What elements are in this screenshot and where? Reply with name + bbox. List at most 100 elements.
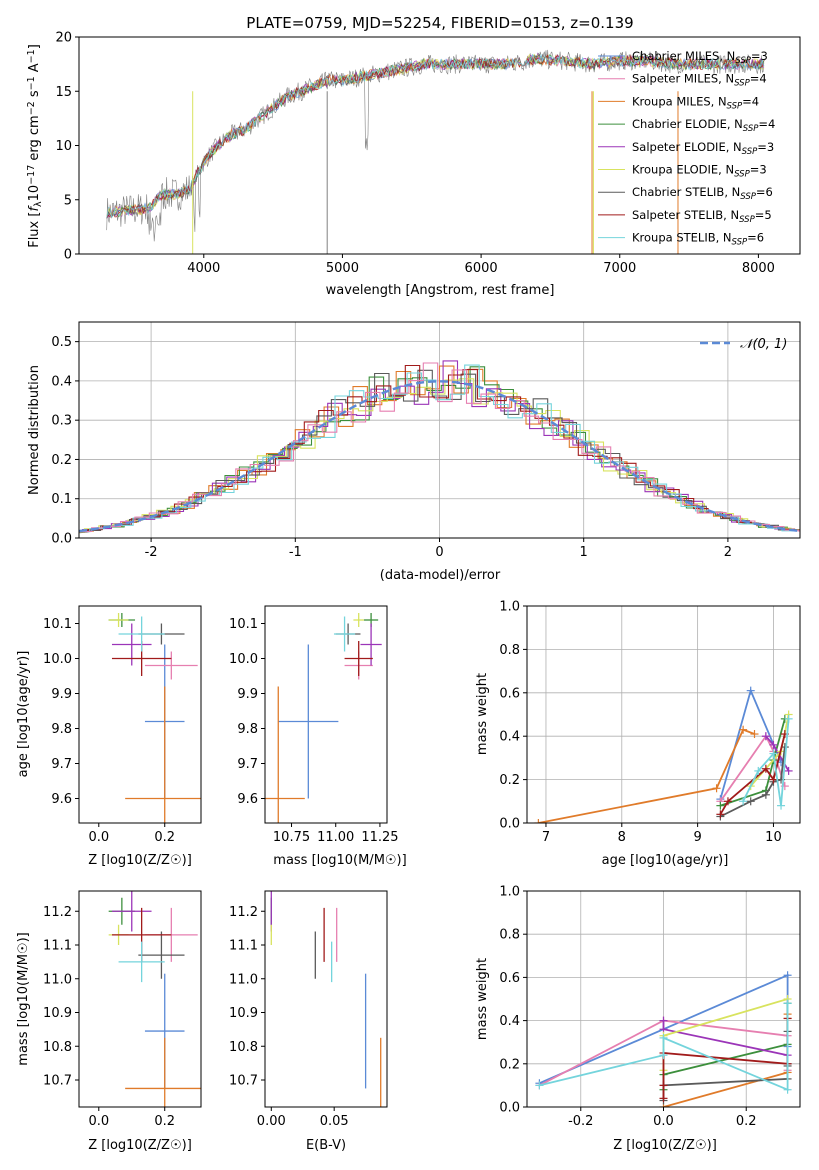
y-tick-label: 0 [64, 248, 72, 263]
z-mass-frame [78, 890, 202, 1108]
age-weight-axes [523, 605, 800, 827]
y-tick-label: 10.8 [43, 1040, 72, 1055]
age-weight-frame [526, 605, 801, 824]
y-tick-label: 0.4 [499, 730, 520, 745]
z-age-axes [75, 623, 166, 827]
x-axis-label: E(B-V) [306, 1138, 346, 1153]
y-tick-label: 0.0 [51, 532, 72, 547]
x-tick-label: 10.75 [273, 830, 310, 845]
ebv-mass-axes [261, 910, 335, 1111]
x-tick-label: 11.00 [317, 830, 354, 845]
x-axis-label: Z [log10(Z/Z☉)] [88, 1138, 192, 1153]
y-tick-label: 0.6 [499, 686, 520, 701]
y-tick-label: 9.8 [237, 722, 258, 737]
legend-label: Kroupa STELIB, NSSP=6 [632, 231, 764, 248]
y-tick-label: 0.2 [499, 773, 520, 788]
y-tick-label: 10.1 [43, 617, 72, 632]
x-tick-label: 0.0 [88, 830, 109, 845]
x-tick-label: 0.00 [257, 1114, 286, 1129]
y-tick-label: 0.2 [51, 453, 72, 468]
x-tick-label: -0.2 [568, 1114, 593, 1129]
y-tick-label: 10.7 [229, 1074, 258, 1089]
legend-label: Chabrier MILES, NSSP=3 [632, 49, 768, 66]
weight-line [538, 728, 755, 823]
x-axis-label: mass [log10(M/M☉)] [273, 853, 406, 868]
spectrum-frame [78, 36, 801, 255]
z-mass-points [108, 891, 201, 1107]
z-weight-lines [535, 971, 792, 1107]
y-tick-label: 0.4 [499, 1014, 520, 1029]
ebv-mass-frame [264, 890, 388, 1108]
y-tick-label: 11.1 [229, 939, 258, 954]
age-weight-lines [534, 686, 793, 823]
x-tick-label: 7000 [603, 261, 636, 276]
y-tick-label: 0.3 [51, 414, 72, 429]
y-axis-label: age [log10(age/yr)] [16, 651, 31, 778]
y-tick-label: 9.9 [237, 687, 258, 702]
y-tick-label: 15 [55, 85, 72, 100]
spectrum-axes [75, 36, 759, 258]
y-tick-label: 10.0 [229, 652, 258, 667]
y-tick-label: 0.1 [51, 492, 72, 507]
x-tick-label: 10 [765, 830, 782, 845]
x-tick-label: 0.2 [736, 1114, 757, 1129]
y-tick-label: 10.9 [43, 1006, 72, 1021]
z-age-frame [78, 605, 202, 824]
mass-age-frame [264, 605, 388, 824]
residual-histogram [79, 364, 800, 533]
y-tick-label: 10.0 [43, 652, 72, 667]
legend-label: Salpeter STELIB, NSSP=5 [632, 208, 772, 225]
z-age-points [108, 613, 201, 823]
y-tick-label: 9.7 [237, 757, 258, 772]
z-weight-frame [526, 890, 801, 1108]
x-tick-label: 5000 [326, 261, 359, 276]
weight-line [719, 734, 786, 802]
model-spectrum [106, 53, 765, 219]
y-axis-label: mass weight [475, 673, 490, 755]
x-axis-label: age [log10(age/yr)] [602, 853, 729, 868]
y-tick-label: 9.6 [51, 792, 72, 807]
y-tick-label: 11.0 [229, 972, 258, 987]
y-axis-label: mass [log10(M/M☉)] [16, 932, 31, 1065]
x-tick-label: 0 [435, 545, 443, 560]
y-tick-label: 11.1 [43, 939, 72, 954]
y-tick-label: 1.0 [499, 885, 520, 900]
y-tick-label: 0.0 [499, 1101, 520, 1116]
x-tick-label: 0.0 [653, 1114, 674, 1129]
x-tick-label: -1 [289, 545, 302, 560]
legend-label: Kroupa MILES, NSSP=4 [632, 94, 759, 111]
spectrum-plot [106, 49, 765, 254]
normal-curve [79, 380, 800, 533]
x-tick-label: 0.05 [320, 1114, 349, 1129]
legend-label: Salpeter ELODIE, NSSP=3 [632, 140, 774, 157]
y-axis-label: mass weight [475, 958, 490, 1040]
x-tick-label: 4000 [187, 261, 220, 276]
x-tick-label: 1 [580, 545, 588, 560]
legend-label: Salpeter MILES, NSSP=4 [632, 72, 767, 89]
y-tick-label: 0.0 [499, 817, 520, 832]
x-tick-label: 8 [618, 830, 626, 845]
mass-age-points [265, 613, 382, 823]
x-axis-label: Z [log10(Z/Z☉)] [613, 1138, 717, 1153]
x-tick-label: 0.2 [154, 1114, 175, 1129]
legend-label: 𝒩(0, 1) [740, 337, 787, 352]
legend-label: Kroupa ELODIE, NSSP=3 [632, 163, 767, 180]
weight-line [662, 1020, 788, 1057]
y-tick-label: 10.8 [229, 1040, 258, 1055]
y-tick-label: 5 [64, 193, 72, 208]
residuals-frame [78, 321, 801, 539]
y-tick-label: 10 [55, 139, 72, 154]
x-axis-label: wavelength [Angstrom, rest frame] [326, 283, 555, 298]
y-tick-label: 0.5 [51, 335, 72, 350]
x-tick-label: 2 [724, 545, 732, 560]
y-tick-label: 20 [55, 31, 72, 46]
x-tick-label: -2 [145, 545, 158, 560]
y-tick-label: 10.7 [43, 1074, 72, 1089]
y-tick-label: 0.2 [499, 1057, 520, 1072]
y-tick-label: 9.9 [51, 687, 72, 702]
y-axis-label: Normed distribution [27, 365, 42, 495]
z-mass-axes [75, 910, 166, 1111]
x-axis-label: (data-model)/error [380, 568, 501, 583]
mass-age-axes [261, 623, 381, 827]
